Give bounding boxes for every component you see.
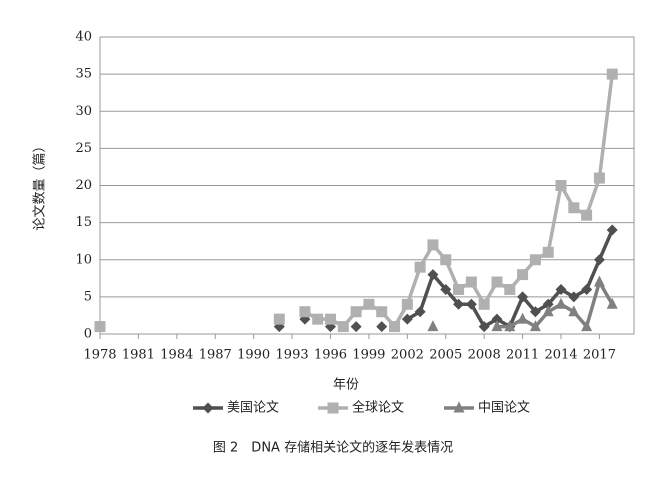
y-tick-label: 35 (75, 67, 92, 82)
marker (529, 306, 541, 318)
y-tick-label: 5 (84, 289, 92, 304)
x-tick-label: 1978 (83, 348, 116, 363)
marker (542, 246, 554, 258)
y-axis-label: 论文数量（篇） (33, 139, 48, 230)
marker (363, 298, 375, 310)
legend-marker (202, 402, 214, 414)
marker (568, 291, 580, 303)
marker (389, 321, 401, 333)
y-tick-label: 25 (75, 141, 92, 156)
marker (491, 320, 503, 332)
y-tick-label: 20 (75, 178, 92, 193)
marker (529, 320, 541, 332)
marker (542, 298, 554, 310)
marker (453, 283, 465, 295)
marker (606, 68, 618, 80)
marker (504, 320, 516, 332)
marker (581, 283, 593, 295)
caption: 图 2 DNA 存储相关论文的逐年发表情况 (213, 440, 453, 456)
x-tick-label: 1993 (276, 348, 309, 363)
marker (350, 306, 362, 318)
y-tick-label: 10 (75, 252, 92, 267)
marker (414, 261, 426, 273)
marker (491, 276, 503, 288)
marker (376, 306, 388, 318)
marker (581, 320, 593, 332)
x-tick-label: 1999 (352, 348, 385, 363)
marker (427, 269, 439, 281)
marker (427, 320, 439, 332)
marker (517, 312, 529, 324)
marker (440, 283, 452, 295)
marker (606, 297, 618, 309)
marker (376, 321, 388, 333)
marker (504, 283, 516, 295)
marker (555, 283, 567, 295)
marker (414, 306, 426, 318)
legend-label: 美国论文 (227, 401, 279, 416)
marker (555, 180, 567, 191)
x-tick-label: 2017 (583, 348, 616, 363)
marker (491, 313, 503, 325)
x-tick-label: 1984 (160, 348, 193, 363)
y-tick-label: 30 (75, 104, 92, 119)
legend-label: 中国论文 (478, 401, 530, 416)
marker (568, 202, 580, 214)
legend-marker (453, 401, 465, 413)
marker (478, 298, 490, 310)
marker (453, 298, 465, 310)
x-tick-label: 1981 (122, 348, 155, 363)
marker (401, 298, 413, 310)
marker (465, 276, 477, 288)
x-tick-label: 2008 (468, 348, 501, 363)
y-tick-label: 40 (75, 30, 92, 45)
marker (465, 298, 477, 310)
x-tick-label: 1987 (199, 348, 232, 363)
marker (350, 321, 362, 333)
marker (529, 254, 541, 266)
marker (593, 275, 605, 287)
y-tick-label: 15 (75, 215, 92, 230)
x-axis-label: 年份 (333, 378, 359, 393)
series-line (496, 280, 614, 329)
marker (555, 297, 567, 309)
marker (478, 321, 490, 333)
marker (440, 254, 452, 266)
x-tick-label: 1990 (237, 348, 270, 363)
x-tick-label: 2014 (544, 348, 577, 363)
marker (606, 224, 618, 236)
marker (325, 313, 337, 325)
marker (299, 306, 311, 318)
x-tick-label: 1996 (314, 348, 347, 363)
marker (427, 239, 439, 251)
marker (517, 269, 529, 281)
legend-marker (327, 402, 339, 414)
x-tick-label: 2002 (391, 348, 424, 363)
marker (273, 313, 285, 325)
marker (94, 321, 106, 333)
marker (517, 291, 529, 303)
marker (581, 209, 593, 221)
x-tick-label: 2011 (506, 348, 539, 363)
marker (542, 305, 554, 317)
legend-label: 全球论文 (352, 400, 404, 416)
marker (568, 305, 580, 317)
marker (401, 313, 413, 325)
marker (593, 254, 605, 266)
marker (337, 321, 349, 333)
x-tick-label: 2005 (429, 348, 462, 363)
y-tick-label: 0 (84, 327, 92, 342)
marker (593, 172, 605, 184)
marker (312, 313, 324, 325)
